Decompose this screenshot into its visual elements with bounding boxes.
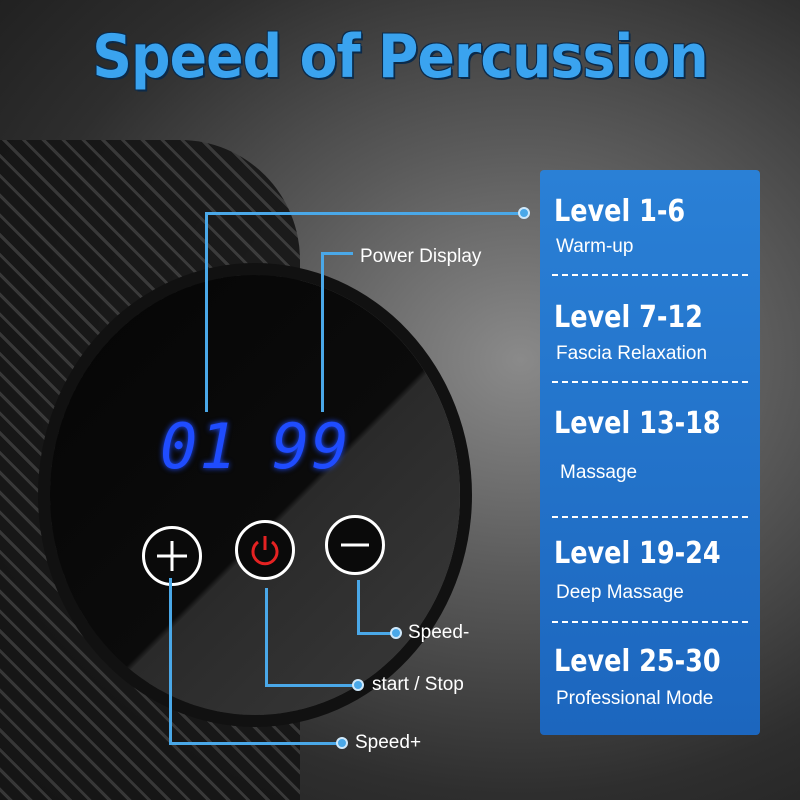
speed-minus-button[interactable] (325, 515, 385, 575)
control-panel (50, 275, 460, 715)
speed-plus-button[interactable] (142, 526, 202, 586)
callout-dot (518, 207, 530, 219)
callout-line (205, 212, 208, 412)
power-display-label: Power Display (360, 246, 482, 267)
callout-line (357, 632, 395, 635)
divider (552, 621, 748, 623)
minus-icon (341, 543, 369, 547)
level-mode: Fascia Relaxation (556, 343, 708, 364)
callout-dot (336, 737, 348, 749)
divider (552, 381, 748, 383)
divider (552, 274, 748, 276)
callout-line (265, 588, 268, 686)
level-title: Level 19-24 (554, 536, 721, 571)
level-mode: Professional Mode (556, 688, 714, 709)
level-title: Level 7-12 (554, 300, 703, 335)
level-mode: Warm-up (556, 236, 634, 257)
callout-line (205, 212, 523, 215)
callout-dot (352, 679, 364, 691)
speed-minus-label: Speed- (408, 622, 470, 643)
callout-line (169, 742, 339, 745)
power-display: 99 (272, 410, 351, 483)
callout-line (265, 684, 355, 687)
start-stop-label: start / Stop (372, 674, 464, 695)
level-title: Level 1-6 (554, 194, 686, 229)
callout-line (169, 578, 172, 744)
power-button[interactable] (235, 520, 295, 580)
plus-icon (157, 541, 187, 571)
power-icon (251, 536, 279, 566)
divider (552, 516, 748, 518)
callout-line (357, 580, 360, 634)
callout-dot (390, 627, 402, 639)
callout-line (321, 252, 353, 255)
level-display: 01 (160, 410, 239, 483)
level-mode: Deep Massage (556, 582, 684, 603)
callout-line (321, 252, 324, 412)
level-title: Level 13-18 (554, 406, 721, 441)
level-title: Level 25-30 (554, 644, 721, 679)
page-title: Speed of Percussion (92, 22, 708, 92)
level-mode: Massage (560, 462, 638, 483)
levels-panel: Level 1-6 Warm-up Level 7-12 Fascia Rela… (540, 170, 760, 735)
speed-plus-label: Speed+ (355, 732, 422, 753)
